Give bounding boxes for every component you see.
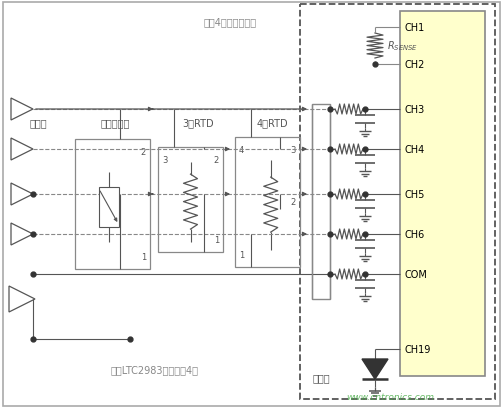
- Text: 冷接点: 冷接点: [312, 372, 330, 382]
- Text: 2: 2: [141, 148, 146, 157]
- Text: 4线RTD: 4线RTD: [256, 118, 288, 128]
- Text: 1: 1: [214, 236, 219, 245]
- Text: 热电偶: 热电偶: [29, 118, 47, 128]
- Text: $R_{SENSE}$: $R_{SENSE}$: [387, 40, 418, 53]
- Polygon shape: [362, 359, 388, 379]
- Text: 3: 3: [291, 146, 296, 155]
- Text: COM: COM: [405, 270, 428, 279]
- Text: 所有4组传感器共用: 所有4组传感器共用: [203, 17, 257, 27]
- Text: CH1: CH1: [405, 23, 425, 33]
- Bar: [300, 5, 495, 399]
- Text: CH4: CH4: [405, 145, 425, 155]
- Bar: [75, 139, 150, 270]
- Text: CH6: CH6: [405, 229, 425, 239]
- Text: 1: 1: [141, 252, 146, 261]
- Text: 2: 2: [214, 155, 219, 164]
- Text: CH3: CH3: [405, 105, 425, 115]
- Text: 每个LTC2983连接多达4组: 每个LTC2983连接多达4组: [111, 364, 199, 374]
- Text: 4: 4: [239, 146, 244, 155]
- Text: www.cntronics.com: www.cntronics.com: [346, 393, 434, 402]
- Text: CH19: CH19: [405, 344, 432, 354]
- Bar: [400, 12, 485, 376]
- Bar: [235, 138, 300, 267]
- Text: 3: 3: [162, 155, 167, 164]
- Text: CH2: CH2: [405, 60, 426, 70]
- Bar: [312, 105, 330, 299]
- Bar: [99, 187, 119, 227]
- Text: 2: 2: [291, 198, 296, 207]
- Text: 1: 1: [239, 250, 244, 259]
- Bar: [158, 148, 223, 252]
- Text: 热敏电阻器: 热敏电阻器: [100, 118, 130, 128]
- Text: 3线RTD: 3线RTD: [182, 118, 214, 128]
- Text: CH5: CH5: [405, 189, 426, 200]
